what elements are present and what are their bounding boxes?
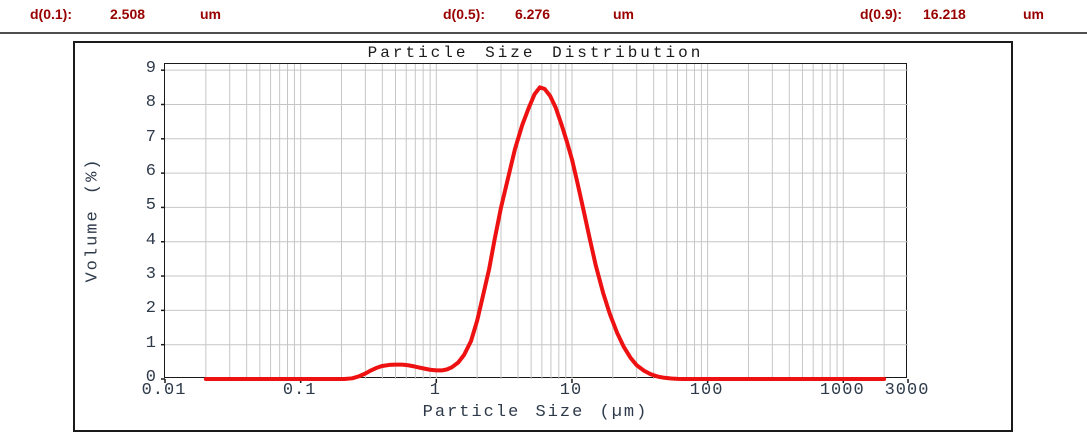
d50-unit: um: [613, 6, 634, 22]
y-tick-label: 3: [145, 265, 156, 285]
x-tick-label: 1000: [819, 381, 865, 400]
d90-value: 16.218: [923, 6, 966, 22]
d10-unit: um: [200, 6, 221, 22]
volume-distribution-curve: [203, 85, 887, 381]
chart-title: Particle Size Distribution: [367, 44, 704, 62]
d90-unit: um: [1023, 6, 1044, 22]
y-tick-label: 7: [145, 127, 156, 147]
x-tick-label: 1: [429, 381, 441, 400]
d10-value: 2.508: [110, 6, 146, 22]
d50-label: d(0.5):: [443, 6, 485, 22]
plot-area: [161, 63, 909, 383]
d90-label: d(0.9):: [860, 6, 902, 22]
d10-label: d(0.1):: [30, 6, 72, 22]
x-tick-label: 3000: [884, 381, 930, 400]
y-tick-label: 5: [145, 196, 156, 216]
y-tick-label: 9: [145, 59, 156, 79]
y-tick-label: 2: [145, 299, 156, 319]
header-divider: [0, 32, 1087, 34]
y-tick-label: 8: [145, 93, 156, 113]
y-axis-title: Volume (%): [83, 157, 103, 283]
y-tick-label: 4: [145, 230, 156, 250]
y-tick-label: 0: [145, 368, 156, 387]
y-tick-label: 1: [145, 333, 156, 353]
d50-value: 6.276: [515, 6, 551, 22]
x-tick-label: 0.01: [141, 381, 187, 400]
x-axis-title: Particle Size (µm): [422, 403, 649, 422]
x-tick-label: 100: [689, 381, 724, 400]
plot-svg: [161, 64, 909, 383]
x-tick-label: 0.1: [282, 381, 317, 400]
x-tick-label: 10: [559, 381, 583, 400]
y-tick-label: 6: [145, 162, 156, 182]
